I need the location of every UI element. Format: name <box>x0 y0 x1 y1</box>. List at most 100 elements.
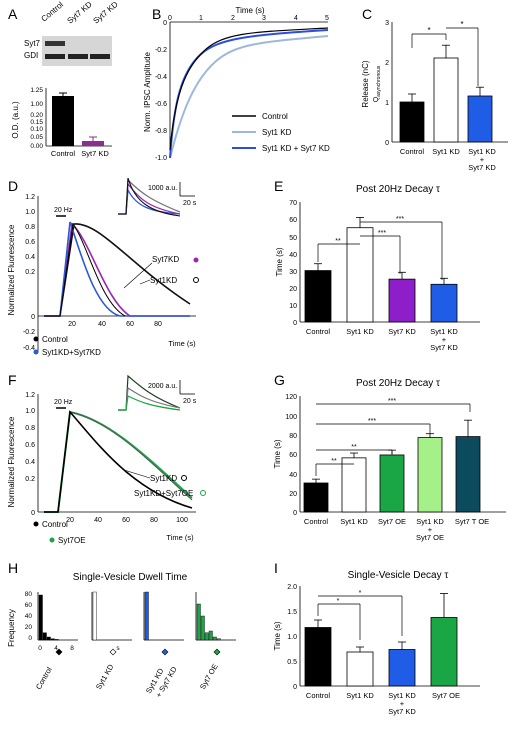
y-axis-label: O.D. (a.u.) <box>11 101 20 139</box>
y-ticks: 0 -0.2 -0.4 -0.6 -0.8 -1.0 <box>155 20 167 162</box>
x-label: + <box>428 525 433 534</box>
sig-star: ** <box>331 458 337 465</box>
x-label: Syt7 KD <box>388 707 416 716</box>
y-tick-label: 0.15 <box>30 119 43 126</box>
median-marker <box>109 648 117 656</box>
trace-control <box>169 27 329 151</box>
q-symbol: Q <box>373 96 380 102</box>
y-tick: 0.2 <box>25 269 35 276</box>
x-tick: 1 <box>199 15 203 22</box>
panel-h-histograms <box>37 591 236 656</box>
x-label: Syt1 KD <box>416 517 444 526</box>
marker-syt1kd <box>181 475 187 481</box>
label-syt1kd: Syt1KD <box>150 474 177 483</box>
x-label: Syt1 KD <box>468 147 496 156</box>
x-label: Syt1 KD <box>388 691 416 700</box>
histogram-bar <box>144 591 149 641</box>
trace-syt1kd <box>169 35 329 159</box>
histogram-bar <box>208 630 213 641</box>
y-tick: 0.6 <box>25 442 35 449</box>
y-tick: 0.2 <box>25 476 35 483</box>
x-label: Syt1 KD <box>432 147 460 156</box>
label-syt1kd: Syt1KD <box>150 276 177 285</box>
stim-label: 20 Hz <box>54 207 73 214</box>
y-tick-label: 1.00 <box>30 101 43 108</box>
sig-star: ** <box>351 444 357 451</box>
bar <box>430 283 458 323</box>
bar-control <box>52 96 74 146</box>
x-label: Control <box>306 691 331 700</box>
y-tick: 20 <box>289 286 297 293</box>
x-label: Syt7 KD <box>388 327 416 336</box>
y-tick: 0 <box>163 20 167 27</box>
scale-time: 20 s <box>183 200 197 207</box>
x-label: Syt1 KD <box>340 517 368 526</box>
y-tick: 50 <box>289 235 297 242</box>
x-label: + <box>442 335 447 344</box>
marker-syt1kd <box>193 277 199 283</box>
y-tick: 0 <box>293 684 297 691</box>
x-tick: 20 <box>66 517 74 524</box>
inset-trace <box>118 386 181 411</box>
histogram-bar <box>200 615 205 641</box>
histogram-bar <box>54 639 59 641</box>
x-label: Syt1 KD <box>346 691 374 700</box>
y-tick: 0.4 <box>25 459 35 466</box>
y-tick: -0.6 <box>155 101 167 108</box>
panel-i-title: Single-Vesicle Decay τ <box>348 570 449 581</box>
y-tick: 20 <box>25 624 33 631</box>
x-tick: 4 <box>54 645 58 652</box>
y-tick: -0.4 <box>155 74 167 81</box>
sig-star: * <box>460 20 463 29</box>
y-tick: 1.0 <box>287 634 297 641</box>
y-axis-label: Normalized Fluorescence <box>7 416 16 507</box>
y-tick: 20 <box>289 491 297 498</box>
x-labels: Control Syt1 KD Syt7 KD Syt1 KD + Syt7 K… <box>306 327 458 352</box>
x-tick: 40 <box>98 321 106 328</box>
x-tick: 80 <box>150 517 158 524</box>
x-tick: 2 <box>231 15 235 22</box>
bar-syt7kd <box>82 141 104 146</box>
y-tick: 1.5 <box>287 609 297 616</box>
histogram-bar <box>196 603 201 641</box>
y-tick-label: 0.20 <box>30 112 43 119</box>
x-label: + <box>480 155 485 164</box>
y-ticks: 1.2 1.0 0.8 0.6 0.4 0.2 0 -0.2 -0.4 <box>23 194 35 352</box>
x-label: Syt1 KD <box>430 327 458 336</box>
sig-star: *** <box>378 230 386 237</box>
y-tick: -0.2 <box>155 47 167 54</box>
panel-e-bars <box>304 217 458 323</box>
y-ticks: 80 60 40 20 0 <box>25 591 33 642</box>
y-axis-label: Normalized Fluorescence <box>7 224 16 315</box>
bar <box>341 457 367 513</box>
panel-g-title: Post 20Hz Decay τ <box>356 378 440 389</box>
label-syt7oe: Syt7OE <box>58 536 86 545</box>
panel-i-bars <box>304 593 458 687</box>
q-subscript: asynchronous <box>376 65 382 97</box>
histogram-bar <box>212 636 217 641</box>
bar <box>433 57 459 143</box>
x-label: Control <box>304 517 329 526</box>
inset-trace <box>118 177 181 217</box>
inset-trace <box>118 187 181 215</box>
y-tick: 40 <box>25 613 33 620</box>
x-label: Syt7 OE <box>378 517 406 526</box>
bar <box>455 436 481 513</box>
sig-star: * <box>337 598 340 605</box>
y-tick: 80 <box>25 591 33 598</box>
panel-letter-a: A <box>8 6 18 22</box>
x-tick: 0 <box>168 15 172 22</box>
marker-control <box>33 521 39 527</box>
y-tick: 60 <box>289 217 297 224</box>
stim-label: 20 Hz <box>54 399 73 406</box>
y-tick: 0.6 <box>25 239 35 246</box>
panel-letter-g: G <box>274 372 285 388</box>
y-tick: 0.8 <box>25 224 35 231</box>
y-tick: 60 <box>25 602 33 609</box>
y-tick: 0 <box>31 510 35 517</box>
